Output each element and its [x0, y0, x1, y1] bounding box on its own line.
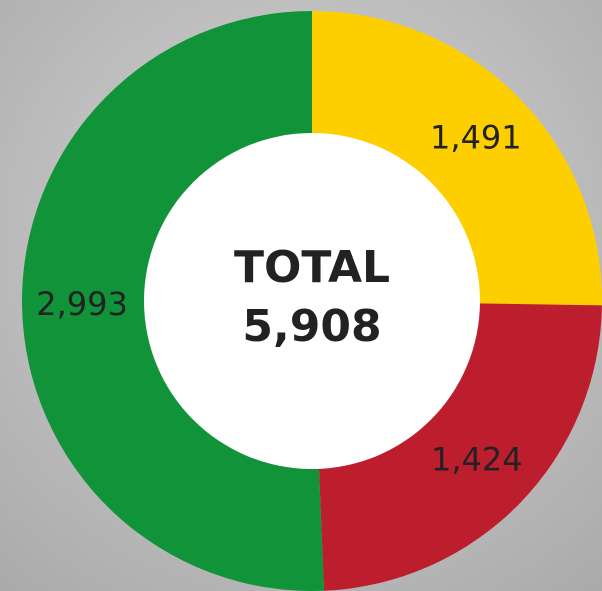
page: TOTAL 5,908 1,4911,4242,993 (() => { con… [0, 0, 602, 591]
chart: TOTAL 5,908 1,491 1,424 2,993 [0, 0, 602, 591]
value-label: 1,491 [430, 119, 522, 157]
center-total: 5,908 [242, 301, 381, 352]
value-label: 2,993 [36, 285, 128, 323]
value-label: 1,424 [431, 440, 523, 478]
center-title: TOTAL [234, 242, 390, 293]
